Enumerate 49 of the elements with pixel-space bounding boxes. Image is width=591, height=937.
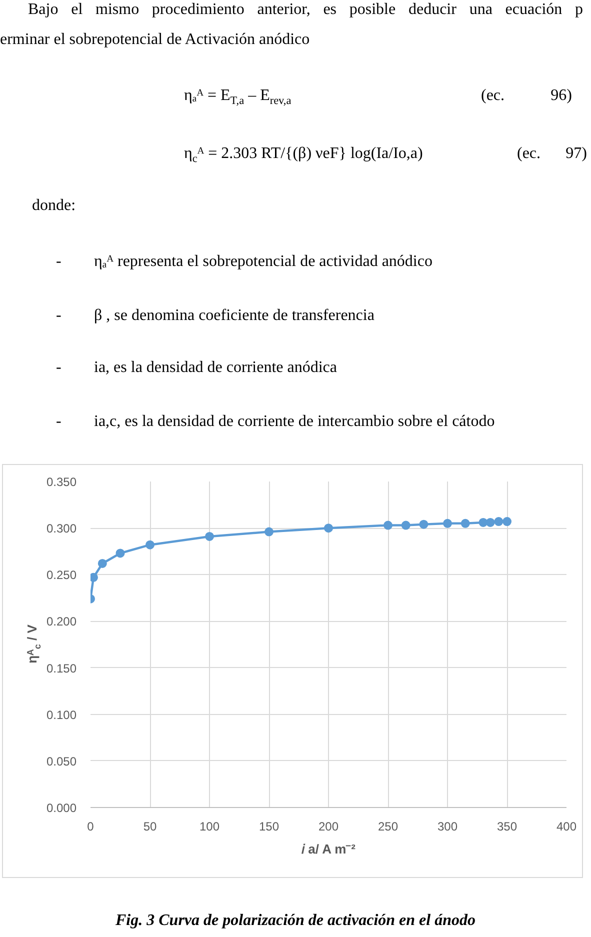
- point: [98, 558, 107, 568]
- text: erminar el sobrepotencial de Activación anódico: [0, 30, 310, 50]
- point: [443, 518, 452, 528]
- point: [384, 520, 392, 530]
- y-tick-label: 0.050: [46, 754, 77, 768]
- x-tick-label: 300: [437, 820, 458, 834]
- x-tick-label: 200: [318, 820, 339, 834]
- x-axis-title: 𝑖 a/ A m⁻²: [302, 842, 356, 856]
- x-tick-label: 400: [556, 820, 577, 834]
- point: [419, 520, 428, 529]
- y-tick-label: 0.250: [46, 568, 77, 582]
- text: -: [56, 252, 62, 272]
- x-tick-label: 100: [199, 820, 220, 834]
- text: -: [56, 358, 62, 378]
- caption: Fig. 3 Curva de polarización de activación en el ánodo: [114, 911, 476, 931]
- point: [401, 520, 410, 530]
- point: [324, 524, 333, 533]
- text: ia,c, es la densidad de corriente de intercambio sobre el cátodo: [94, 412, 495, 432]
- point: [494, 517, 504, 526]
- text: ηₐᴬ = E$_{T,a}$ – E$_{rev,a}$: [184, 86, 292, 108]
- point: [146, 540, 154, 550]
- y-tick-label: 0.000: [46, 801, 77, 815]
- point: [90, 572, 98, 582]
- text: Bajo el mismo procedimiento anterior, es posible deducir una ecuación p: [28, 0, 583, 20]
- x-tick-label: 0: [87, 820, 94, 834]
- point: [116, 548, 125, 558]
- x-tick-label: 150: [258, 820, 280, 834]
- point: [264, 527, 274, 536]
- text: ηₐᴬ representa el sobrepotencial de actividad anódico: [94, 252, 432, 272]
- text: -: [56, 412, 62, 432]
- point: [502, 517, 512, 526]
- y-tick-label: 0.150: [46, 661, 77, 676]
- point: [205, 532, 214, 541]
- text: -: [56, 306, 62, 326]
- x-tick-label: 350: [496, 820, 518, 834]
- y-tick-label: 0.200: [46, 614, 77, 629]
- y-tick-label: 0.300: [46, 522, 77, 536]
- text: (ec. 96): [481, 86, 572, 106]
- point: [486, 518, 495, 527]
- text: donde:: [32, 196, 76, 216]
- x-tick-label: 50: [143, 820, 157, 834]
- text: (ec. 97): [517, 144, 587, 164]
- text: β , se denomina coeficiente de transferencia: [94, 306, 374, 326]
- y-tick-label: 0.350: [46, 475, 77, 489]
- point: [460, 518, 470, 528]
- text: η$_{c}$ᴬ = 2.303 RT/{(β) νeF} log(Ia/Io,a): [184, 144, 423, 166]
- y-tick-label: 0.100: [46, 708, 77, 722]
- x-tick-label: 250: [378, 820, 398, 834]
- text: ia, es la densidad de corriente anódica: [94, 358, 337, 378]
